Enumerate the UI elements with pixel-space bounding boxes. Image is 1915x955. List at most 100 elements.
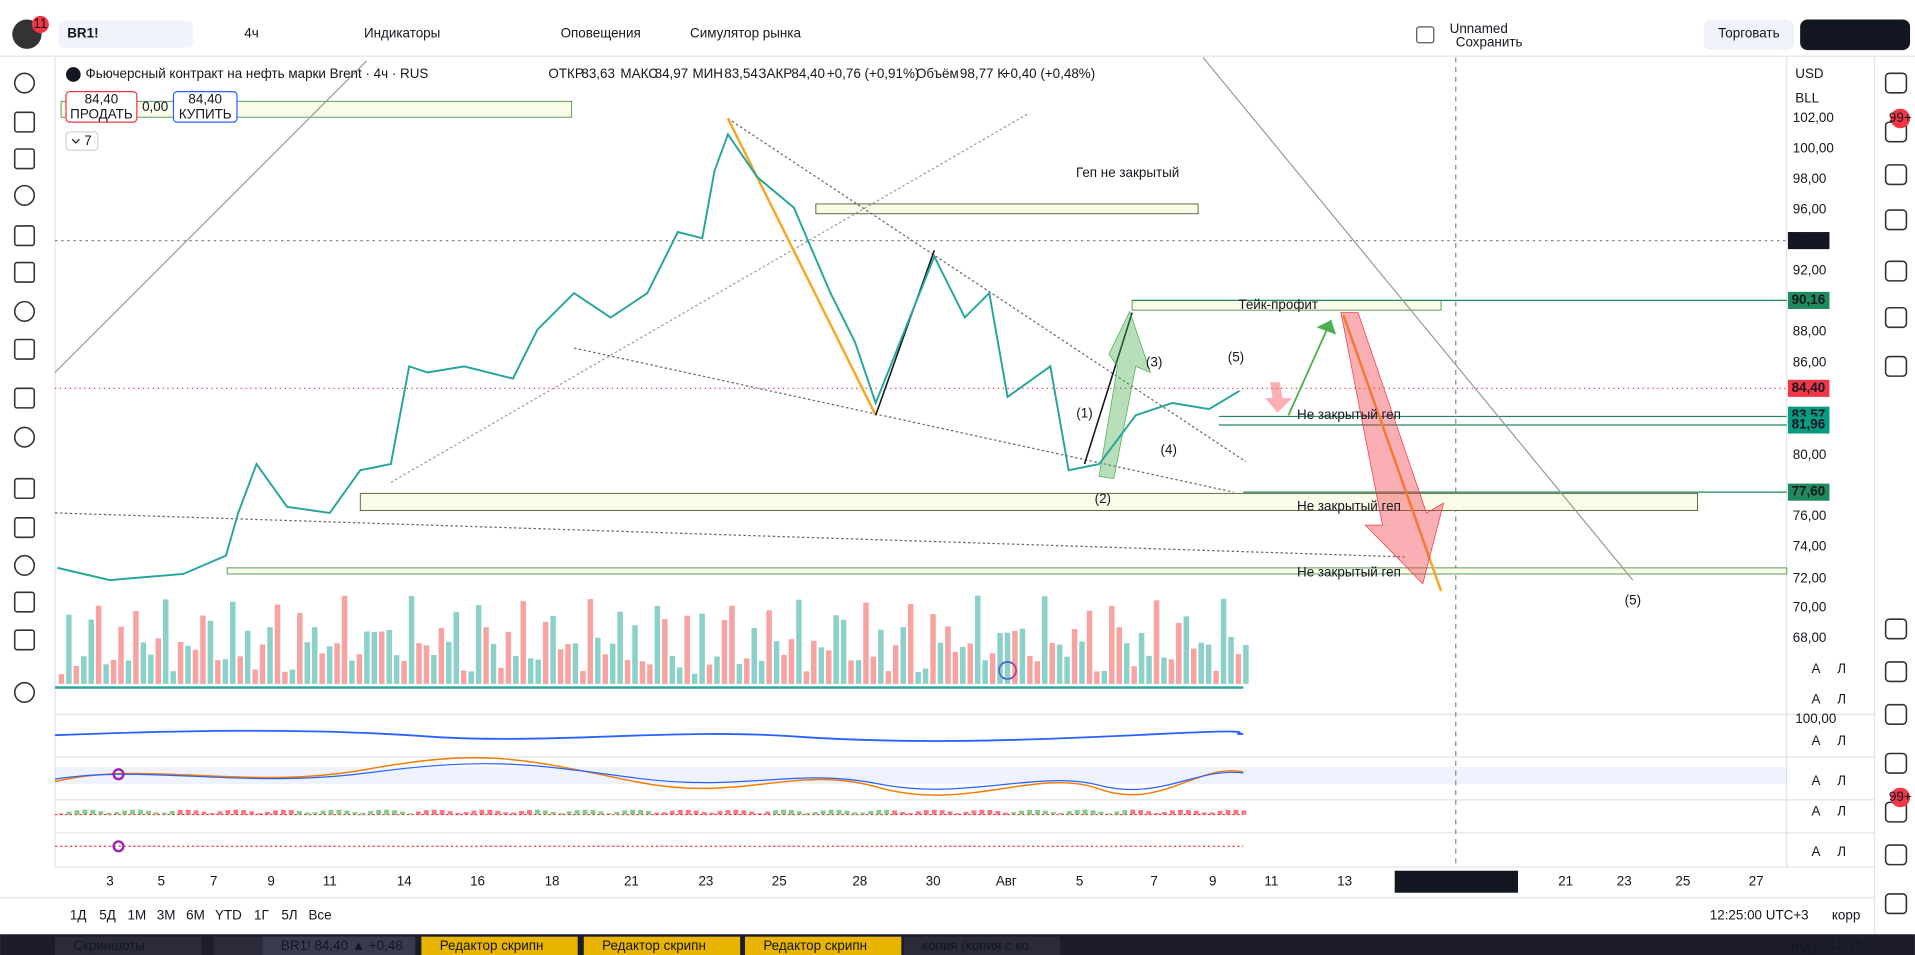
pane-button[interactable]: Л [1837,661,1846,676]
symbol[interactable]: BR1! [67,26,98,41]
tool-icon[interactable] [13,111,36,133]
interval[interactable]: 4ч [244,26,258,41]
tool-icon[interactable] [13,477,36,500]
taskbar-label[interactable]: Скриншоты [73,938,145,953]
volume-bar [1235,654,1242,684]
alerts-button[interactable]: Оповещения [561,26,641,41]
sidebar-icon[interactable] [1884,618,1908,640]
replay-button[interactable]: Симулятор рынка [690,26,801,41]
scale-mode[interactable]: корр [1832,907,1860,922]
price-badge [1787,483,1830,501]
time-label: 27 [1749,873,1764,888]
volume-bar [505,631,512,684]
volume-bar [95,605,102,684]
layout-name[interactable]: Unnamed [1450,21,1508,36]
histogram-bar [701,812,707,815]
tool-icon[interactable] [13,387,36,409]
pane-button[interactable]: Л [1837,733,1846,748]
tool-icon[interactable] [13,261,36,283]
sidebar-icon[interactable] [1884,72,1908,94]
sell-button[interactable] [65,90,138,123]
pane-button[interactable]: А [1812,691,1821,706]
sidebar-icon[interactable] [1884,703,1908,725]
volume-bar [952,651,959,684]
sidebar-icon[interactable] [1884,164,1908,186]
indicators-button[interactable]: Индикаторы [364,26,440,41]
tool-icon[interactable] [13,184,36,206]
sidebar-icon[interactable] [1884,893,1908,915]
taskbar-item[interactable] [745,936,902,955]
sidebar-icon[interactable] [1884,661,1908,683]
tool-icon[interactable] [13,225,36,247]
taskbar-item[interactable] [421,936,578,955]
indicator-icon[interactable] [112,840,125,853]
clock: 12:25:00 UTC+3 [1710,907,1809,922]
volume-bar [88,619,94,684]
taskbar-item[interactable] [903,936,1061,955]
pane-button[interactable]: Л [1837,804,1846,819]
range-button[interactable]: Все [308,907,331,922]
tool-icon[interactable] [13,148,36,170]
range-button[interactable]: 5Л [281,907,297,922]
sidebar-icon[interactable] [1884,844,1908,866]
pane-button[interactable]: Л [1837,844,1846,859]
histogram-bar [1217,810,1223,815]
tool-icon[interactable] [13,338,36,360]
sidebar-icon[interactable] [1884,209,1908,231]
tool-icon[interactable] [13,554,36,576]
indicator-icon[interactable] [112,768,125,781]
buy-button[interactable] [172,90,238,123]
pane-button[interactable]: А [1812,773,1821,788]
histogram-bar [939,810,945,815]
publish-button[interactable] [1800,19,1911,51]
tool-icon[interactable] [13,629,36,651]
volume-bar [1064,656,1070,684]
symbol-search[interactable] [58,20,194,48]
taskbar-item[interactable] [583,936,741,955]
range-button[interactable]: 5Д [99,907,116,922]
taskbar-item[interactable] [55,936,202,955]
taskbar-item[interactable] [213,936,263,955]
taskbar-label[interactable]: копия (копия с ко [922,938,1029,953]
taskbar-label[interactable]: Редактор скрипн [440,938,544,953]
pane-button[interactable]: А [1812,844,1821,859]
pane-button[interactable]: А [1812,804,1821,819]
sidebar-icon[interactable] [1884,752,1908,774]
tool-icon[interactable] [13,300,36,322]
trade-button[interactable] [1703,19,1795,51]
histogram-bar [669,810,675,815]
tool-icon[interactable] [13,72,36,94]
indicator-toggle[interactable] [65,131,99,151]
range-button[interactable]: 6М [186,907,205,922]
unit[interactable]: BLL [1795,90,1819,105]
publish-label[interactable]: Опубликовать [1811,26,1899,41]
tool-icon[interactable] [13,426,36,448]
currency[interactable]: USD [1795,66,1824,81]
pane-button[interactable]: Л [1837,773,1846,788]
range-button[interactable]: 1Г [254,907,269,922]
sidebar-icon[interactable] [1884,306,1908,329]
range-button[interactable]: 1Д [70,907,87,922]
range-button[interactable]: 1М [128,907,147,922]
trend-line [54,60,367,373]
taskbar-label[interactable]: Редактор скрипн [602,938,706,953]
volume-bar [118,626,124,684]
range-button[interactable]: 3М [157,907,176,922]
tool-icon[interactable] [13,591,36,613]
tool-icon[interactable] [13,681,36,703]
pane-button[interactable]: А [1812,733,1821,748]
tool-icon[interactable] [13,517,36,539]
trade-label[interactable]: Торговать [1718,26,1779,41]
sidebar-icon[interactable] [1884,260,1908,282]
layout-icon[interactable] [1416,26,1435,44]
taskbar-label[interactable]: BR1! 84,40 ▲ +0,48 [281,938,403,953]
taskbar-label[interactable]: Редактор скрипн [763,938,867,953]
pane-button[interactable]: А [1812,661,1821,676]
taskbar-item[interactable] [262,936,416,955]
volume-bar [788,639,795,684]
pane-button[interactable]: Л [1837,691,1846,706]
volume-bar [1243,644,1249,684]
range-button[interactable]: YTD [215,907,242,922]
gap-box [359,492,1699,511]
sidebar-icon[interactable] [1884,355,1908,377]
